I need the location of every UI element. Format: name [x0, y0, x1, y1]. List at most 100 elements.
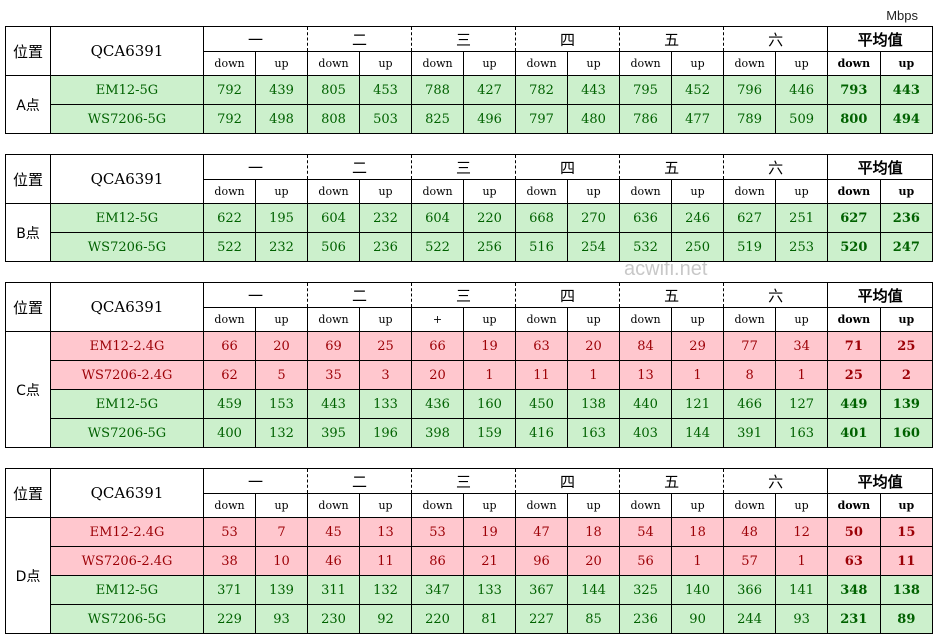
subheader: down [827, 307, 881, 332]
value-cell: 509 [775, 104, 829, 134]
value-cell: 792 [203, 104, 256, 134]
value-cell: 46 [307, 546, 361, 576]
subheader: up [671, 51, 725, 76]
position-header: 位置 [5, 26, 51, 76]
subheader: down [411, 51, 465, 76]
value-cell: 230 [307, 604, 361, 634]
position-header: 位置 [5, 468, 51, 518]
subheader: up [567, 493, 621, 518]
value-cell: 256 [463, 232, 517, 262]
value-cell: 232 [359, 203, 413, 233]
value-cell: 133 [359, 389, 413, 419]
value-cell: 25 [879, 331, 934, 361]
value-cell: 13 [619, 360, 673, 390]
data-row: EM12-5G 371 139 311 132 347 133 367 144 325 140 366… [6, 575, 934, 605]
value-cell: 808 [307, 104, 361, 134]
row-name: EM12-2.4G [50, 517, 204, 547]
value-cell: 371 [203, 575, 256, 605]
location: D点 [5, 517, 51, 634]
subheader: down [515, 179, 569, 204]
group-header: 四 [515, 26, 621, 52]
value-cell: 57 [723, 546, 777, 576]
group-header: 一 [202, 154, 309, 180]
value-cell: 138 [567, 389, 621, 419]
location: B点 [5, 203, 51, 262]
value-cell: 2 [879, 360, 934, 390]
data-table: 位置 QCA6391 一二三四五六平均值 down up down up down up down… [5, 154, 934, 262]
value-cell: 144 [567, 575, 621, 605]
data-row: B点 EM12-5G 622 195 604 232 604 220 668 270 636 246 6… [5, 203, 934, 262]
subheader: up [775, 307, 829, 332]
value-cell: 236 [619, 604, 673, 634]
value-cell: 139 [254, 575, 309, 605]
data-row: D点 EM12-2.4G 53 7 45 13 53 19 47 18 54 18 48 12 50 15 [5, 517, 934, 634]
data-row: EM12-5G 459 153 443 133 436 160 450 138 440 121 466… [6, 389, 934, 419]
value-cell: 229 [203, 604, 256, 634]
row-name: WS7206-5G [50, 232, 204, 262]
value-cell: 20 [411, 360, 465, 390]
value-cell: 452 [671, 75, 725, 105]
header-row: 位置 QCA6391 一二三四五六平均值 [5, 26, 934, 76]
value-cell: 196 [359, 418, 413, 448]
subheader: up [671, 307, 725, 332]
value-cell: 446 [775, 75, 829, 105]
value-cell: 506 [307, 232, 361, 262]
model-header: QCA6391 [50, 154, 204, 204]
value-cell: 50 [827, 517, 881, 547]
subheader: up [463, 51, 517, 76]
value-cell: 159 [463, 418, 517, 448]
value-cell: 622 [203, 203, 256, 233]
data-row: A点 EM12-5G 792 439 805 453 788 427 782 443 795 452 7… [5, 75, 934, 134]
value-cell: 29 [671, 331, 725, 361]
value-cell: 522 [411, 232, 465, 262]
value-cell: 85 [567, 604, 621, 634]
group-header: 六 [723, 282, 829, 308]
value-cell: 449 [827, 389, 881, 419]
subheader: up [775, 179, 829, 204]
value-cell: 325 [619, 575, 673, 605]
subheader: up [879, 493, 934, 518]
row-name: WS7206-5G [50, 418, 204, 448]
value-cell: 93 [775, 604, 829, 634]
value-cell: 227 [515, 604, 569, 634]
value-cell: 440 [619, 389, 673, 419]
value-cell: 254 [567, 232, 621, 262]
model-header: QCA6391 [50, 282, 204, 332]
subheader: up [775, 493, 829, 518]
value-cell: 516 [515, 232, 569, 262]
value-cell: 86 [411, 546, 465, 576]
value-cell: 163 [775, 418, 829, 448]
location: C点 [5, 331, 51, 448]
value-cell: 367 [515, 575, 569, 605]
value-cell: 48 [723, 517, 777, 547]
value-cell: 62 [203, 360, 256, 390]
value-cell: 477 [671, 104, 725, 134]
value-cell: 133 [463, 575, 517, 605]
value-cell: 395 [307, 418, 361, 448]
value-cell: 786 [619, 104, 673, 134]
value-cell: 18 [567, 517, 621, 547]
data-row: WS7206-5G 229 93 230 92 220 81 227 85 236 90 244 93 2… [6, 604, 934, 634]
group-header: 平均值 [827, 468, 934, 494]
subheader: up [879, 51, 934, 76]
value-cell: 236 [879, 203, 934, 233]
value-cell: 20 [254, 331, 309, 361]
value-cell: 160 [879, 418, 934, 448]
subheader: down [411, 493, 465, 518]
subheader: down [619, 493, 673, 518]
group-header: 一 [202, 282, 309, 308]
subheader: up [567, 51, 621, 76]
group-header: 一 [202, 468, 309, 494]
value-cell: 466 [723, 389, 777, 419]
value-cell: 144 [671, 418, 725, 448]
value-cell: 443 [879, 75, 934, 105]
group-header: 六 [723, 26, 829, 52]
row-name: EM12-5G [50, 203, 204, 233]
row-name: WS7206-2.4G [50, 360, 204, 390]
unit-label: Mbps [886, 8, 918, 23]
row-name: EM12-5G [50, 575, 204, 605]
value-cell: 1 [671, 546, 725, 576]
header-row: 位置 QCA6391 一二三四五六平均值 [5, 154, 934, 204]
value-cell: 53 [411, 517, 465, 547]
value-cell: 800 [827, 104, 881, 134]
